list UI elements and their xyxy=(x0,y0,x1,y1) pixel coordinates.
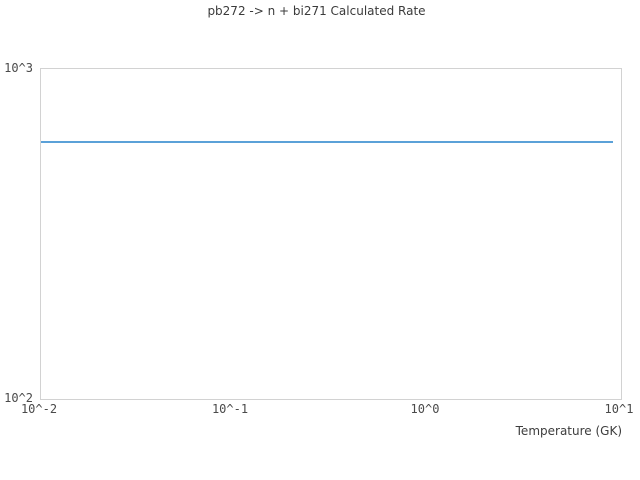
chart-title: pb272 -> n + bi271 Calculated Rate xyxy=(207,4,426,18)
plot-area xyxy=(40,68,622,400)
x-tick-label-10e-1: 10^-1 xyxy=(211,402,249,416)
y-tick-label-10e2: 10^2 xyxy=(4,391,33,405)
y-tick-label-10e3: 10^3 xyxy=(4,61,33,75)
x-tick-label-10e-2: 10^-2 xyxy=(20,402,58,416)
x-tick-label-10e1: 10^1 xyxy=(604,402,634,416)
x-axis-title: Temperature (GK) xyxy=(515,424,622,438)
x-tick-label-10e0: 10^0 xyxy=(410,402,440,416)
rate-line-series xyxy=(41,141,613,143)
